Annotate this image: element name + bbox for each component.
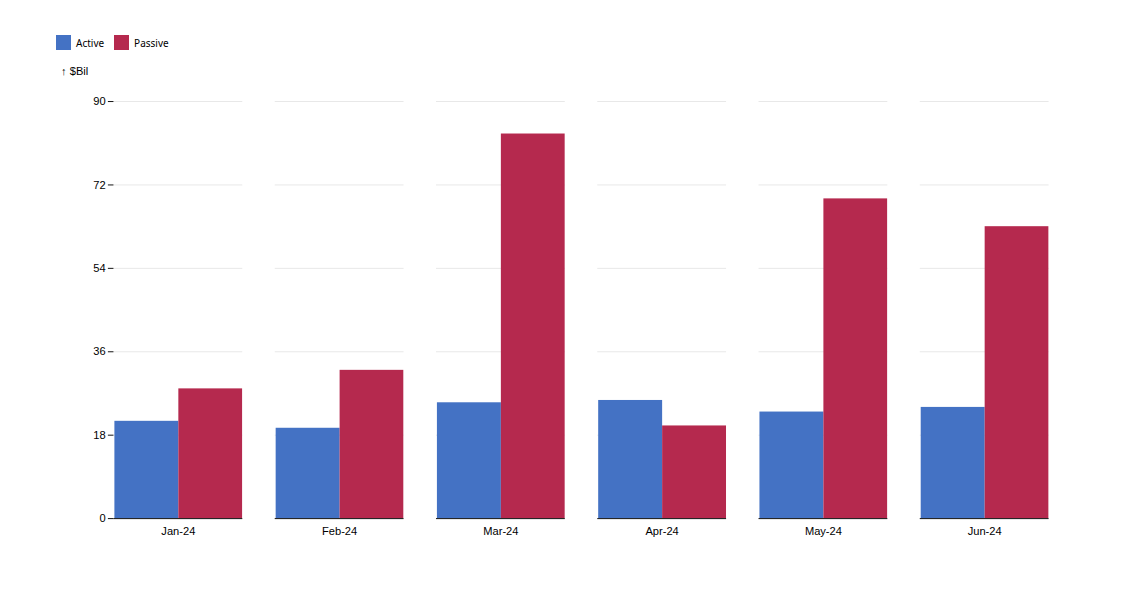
svg-text:0: 0 <box>99 512 105 524</box>
svg-text:18: 18 <box>93 429 105 441</box>
html-text:Passive: Passive <box>134 35 169 50</box>
svg-text:Mar-24: Mar-24 <box>483 525 518 537</box>
svg-text:Jan-24: Jan-24 <box>161 525 195 537</box>
svg-text:54: 54 <box>93 262 105 274</box>
svg-text:36: 36 <box>93 345 105 357</box>
svg-text:72: 72 <box>93 179 105 191</box>
svg-text:90: 90 <box>93 95 105 107</box>
html-text:Active: Active <box>76 35 105 50</box>
svg-text:Jun-24: Jun-24 <box>968 525 1002 537</box>
svg-text:Feb-24: Feb-24 <box>322 525 357 537</box>
svg-text:Apr-24: Apr-24 <box>645 525 678 537</box>
svg-text:May-24: May-24 <box>805 525 842 537</box>
svg-text:↑ $Bil: ↑ $Bil <box>61 65 88 77</box>
